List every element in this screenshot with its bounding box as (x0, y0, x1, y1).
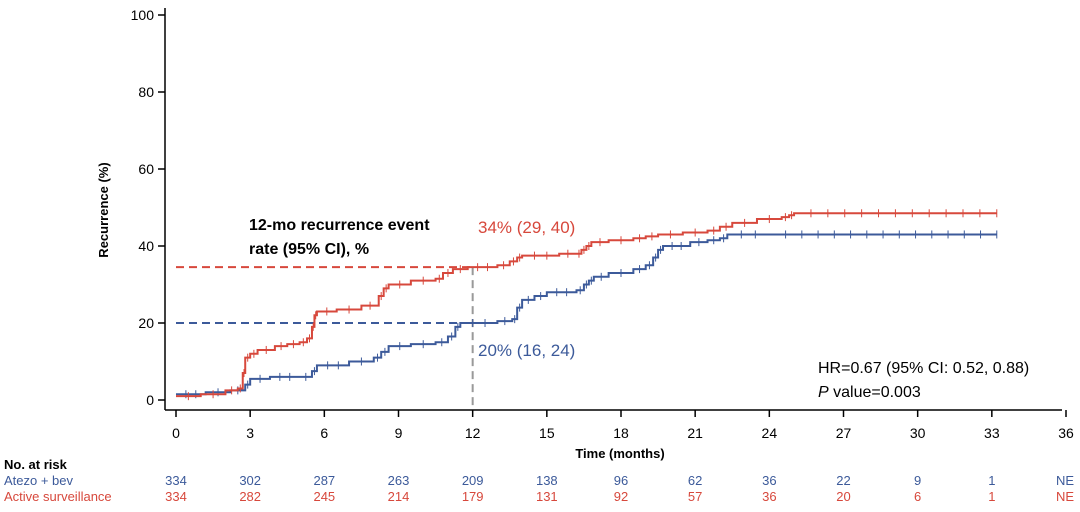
risk-table-group: Atezo + bev 334 302 287 263 209 138 96 62 36 22 9 1 N… (4, 473, 1074, 504)
x-tick-label: 15 (539, 425, 555, 441)
x-ticks-group: 0 3 6 9 12 15 18 21 24 27 30 33 36 (172, 410, 1074, 441)
x-tick-label: 18 (613, 425, 629, 441)
rate-annotation-title-line1: 12-mo recurrence event (249, 217, 430, 234)
risk-count-cell: 131 (536, 489, 558, 504)
y-ticks-group: 0 20 40 60 80 100 (131, 7, 165, 408)
risk-count-cell: NE (1056, 473, 1074, 488)
atezo-bev-rate-label: 20% (16, 24) (478, 341, 575, 360)
risk-row-label-active-surveillance: Active surveillance (4, 489, 112, 504)
x-tick-label: 3 (246, 425, 254, 441)
x-tick-label: 27 (836, 425, 852, 441)
p-value-italic-p: P (818, 384, 829, 401)
risk-count-cell: 209 (462, 473, 484, 488)
y-tick-label: 100 (131, 7, 155, 23)
risk-count-cell: 334 (165, 489, 187, 504)
risk-count-cell: 6 (914, 489, 921, 504)
x-tick-label: 36 (1058, 425, 1074, 441)
risk-count-cell: 179 (462, 489, 484, 504)
y-tick-label: 20 (138, 315, 154, 331)
risk-count-cell: 287 (313, 473, 335, 488)
risk-count-cell: 22 (836, 473, 850, 488)
rate-annotation-title-line2: rate (95% CI), % (249, 241, 369, 258)
y-tick-label: 40 (138, 238, 154, 254)
risk-count-cell: 302 (239, 473, 261, 488)
y-tick-label: 80 (138, 84, 154, 100)
axes-group (164, 8, 1062, 411)
y-tick-label: 60 (138, 161, 154, 177)
risk-count-cell: 334 (165, 473, 187, 488)
active-surveillance-curve (176, 212, 997, 398)
active-surveillance-rate-label: 34% (29, 40) (478, 218, 575, 237)
risk-count-cell: 245 (313, 489, 335, 504)
reference-lines-group (176, 266, 474, 410)
risk-count-cell: 263 (388, 473, 410, 488)
y-axis-title: Recurrence (%) (96, 162, 111, 257)
risk-row-label-atezo-bev: Atezo + bev (4, 473, 74, 488)
x-tick-label: 6 (320, 425, 328, 441)
risk-count-cell: 62 (688, 473, 702, 488)
risk-count-cell: 214 (388, 489, 410, 504)
risk-count-cell: 57 (688, 489, 702, 504)
x-tick-label: 21 (687, 425, 703, 441)
series-group (176, 209, 998, 401)
y-tick-label: 0 (146, 392, 154, 408)
risk-count-cell: 9 (914, 473, 921, 488)
atezo-bev-censor-marks (185, 230, 998, 399)
active-surveillance-censor-marks (187, 209, 998, 401)
risk-table-title: No. at risk (4, 457, 68, 472)
risk-count-cell: 138 (536, 473, 558, 488)
x-tick-label: 9 (395, 425, 403, 441)
p-value-rest: value=0.003 (829, 384, 921, 401)
hazard-ratio-text: HR=0.67 (95% CI: 0.52, 0.88) (818, 360, 1029, 377)
x-tick-label: 30 (910, 425, 926, 441)
risk-count-cell: NE (1056, 489, 1074, 504)
x-tick-label: 12 (465, 425, 481, 441)
risk-count-cell: 92 (614, 489, 628, 504)
risk-count-cell: 1 (988, 489, 995, 504)
x-tick-label: 0 (172, 425, 180, 441)
x-axis-title: Time (months) (575, 446, 664, 461)
x-tick-label: 33 (984, 425, 1000, 441)
p-value-text: P value=0.003 (818, 384, 921, 401)
risk-count-cell: 20 (836, 489, 850, 504)
risk-count-cell: 36 (762, 489, 776, 504)
risk-count-cell: 282 (239, 489, 261, 504)
risk-count-cell: 36 (762, 473, 776, 488)
risk-count-cell: 1 (988, 473, 995, 488)
x-tick-label: 24 (762, 425, 778, 441)
risk-count-cell: 96 (614, 473, 628, 488)
